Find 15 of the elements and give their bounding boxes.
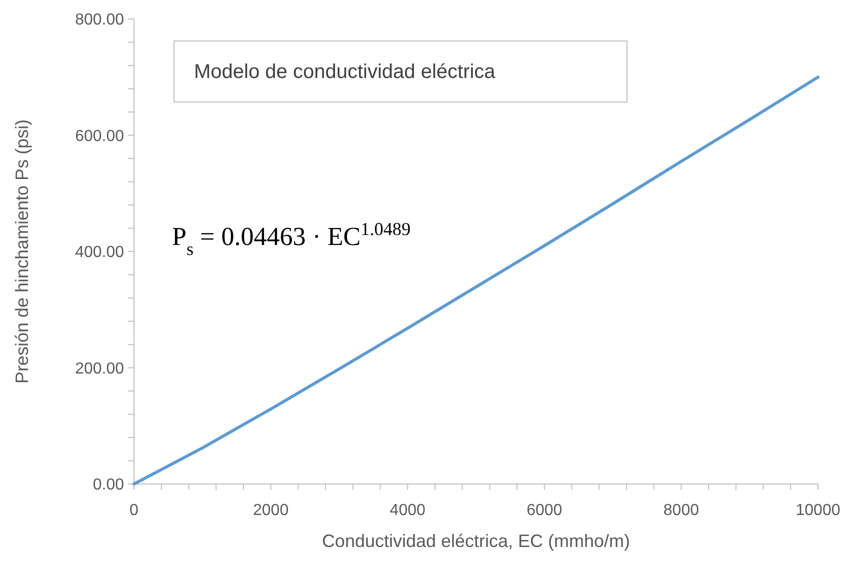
x-tick-label: 10000 — [796, 502, 840, 519]
x-tick-label: 0 — [130, 502, 139, 519]
y-tick-label: 0.00 — [92, 476, 124, 494]
x-tick-label: 6000 — [526, 502, 562, 519]
y-tick-label: 400.00 — [75, 244, 124, 262]
y-tick-label: 600.00 — [75, 128, 124, 145]
text: Modelo de conductividad eléctrica — [194, 61, 496, 83]
y-axis-title: Presión de hinchamiento Ps (psi) — [12, 119, 32, 384]
y-tick-label: 200.00 — [75, 360, 124, 378]
x-tick-label: 2000 — [253, 502, 289, 519]
y-tick-label: 800.00 — [75, 12, 124, 29]
annotation: P$_{s}$ = 0.04463 · EC$^{1.0489}$ — [172, 219, 411, 259]
x-axis-title: Conductividad eléctrica, EC (mmho/m) — [322, 531, 630, 551]
x-tick-label: 8000 — [663, 502, 700, 519]
x-tick-label: 4000 — [390, 502, 426, 519]
